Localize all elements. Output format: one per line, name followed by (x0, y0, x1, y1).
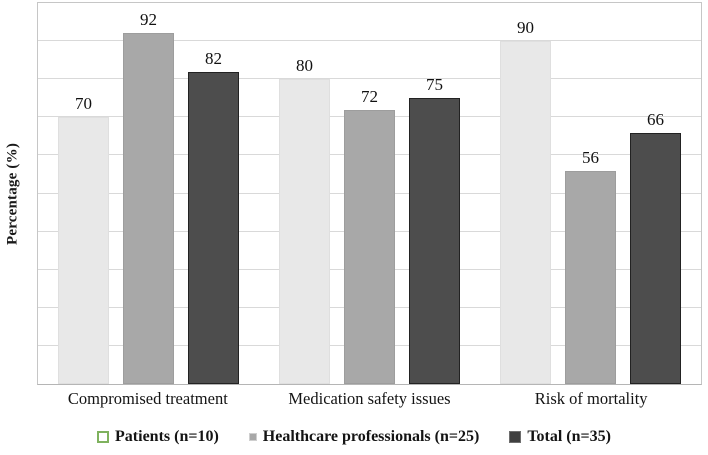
bar-value-label: 92 (140, 10, 157, 30)
bar-value-label: 56 (582, 147, 599, 167)
bar-value-label: 75 (426, 75, 443, 95)
bar-fill (565, 170, 616, 384)
plot-area: 70 92 82 80 72 75 90 56 66 (37, 2, 702, 385)
bar: 70 (58, 94, 109, 384)
gridline (38, 78, 701, 80)
plot-bars: 70 92 82 80 72 75 90 56 66 (38, 3, 701, 384)
bar-group: 80 72 75 (259, 3, 480, 384)
legend-item: Healthcare professionals (n=25) (248, 428, 480, 446)
legend-label: Patients (n=10) (115, 428, 219, 445)
bar: 90 (500, 18, 551, 384)
legend-label: Healthcare professionals (n=25) (262, 428, 480, 445)
bar-fill (500, 41, 551, 384)
bar: 75 (409, 75, 460, 384)
legend: Patients (n=10) Healthcare professionals … (0, 428, 708, 446)
legend-swatch-icon (248, 433, 257, 441)
legend-label: Total (n=35) (527, 428, 611, 445)
bar-value-label: 70 (75, 94, 92, 114)
bar: 80 (279, 56, 330, 384)
bar-group: 70 92 82 (38, 3, 259, 384)
bar-fill (630, 132, 681, 384)
bar-value-label: 72 (361, 86, 378, 106)
bar: 56 (565, 148, 616, 384)
bar-fill (188, 71, 239, 384)
bar-value-label: 66 (647, 109, 664, 129)
category-label: Risk of mortality (534, 389, 648, 408)
bar-fill (344, 109, 395, 384)
category-label: Medication safety issues (288, 389, 451, 408)
gridline (38, 40, 701, 42)
bar: 66 (630, 110, 681, 384)
legend-swatch-icon (97, 431, 110, 443)
bar-fill (409, 98, 460, 384)
y-axis-title: Percentage (%) (4, 142, 21, 246)
bar-value-label: 90 (517, 18, 534, 38)
bar: 72 (344, 87, 395, 384)
bar-fill (58, 117, 109, 384)
legend-item: Total (n=35) (509, 428, 611, 446)
legend-swatch-icon (509, 431, 522, 443)
bar-value-label: 80 (296, 56, 313, 76)
category-labels: Compromised treatment Medication safety i… (37, 389, 702, 409)
category-label: Compromised treatment (67, 389, 228, 408)
bar-value-label: 82 (205, 48, 222, 68)
bar-fill (279, 79, 330, 384)
bar: 82 (188, 49, 239, 384)
bar: 92 (123, 10, 174, 384)
legend-item: Patients (n=10) (97, 428, 219, 446)
bar-group: 90 56 66 (480, 3, 701, 384)
bar-fill (123, 33, 174, 384)
